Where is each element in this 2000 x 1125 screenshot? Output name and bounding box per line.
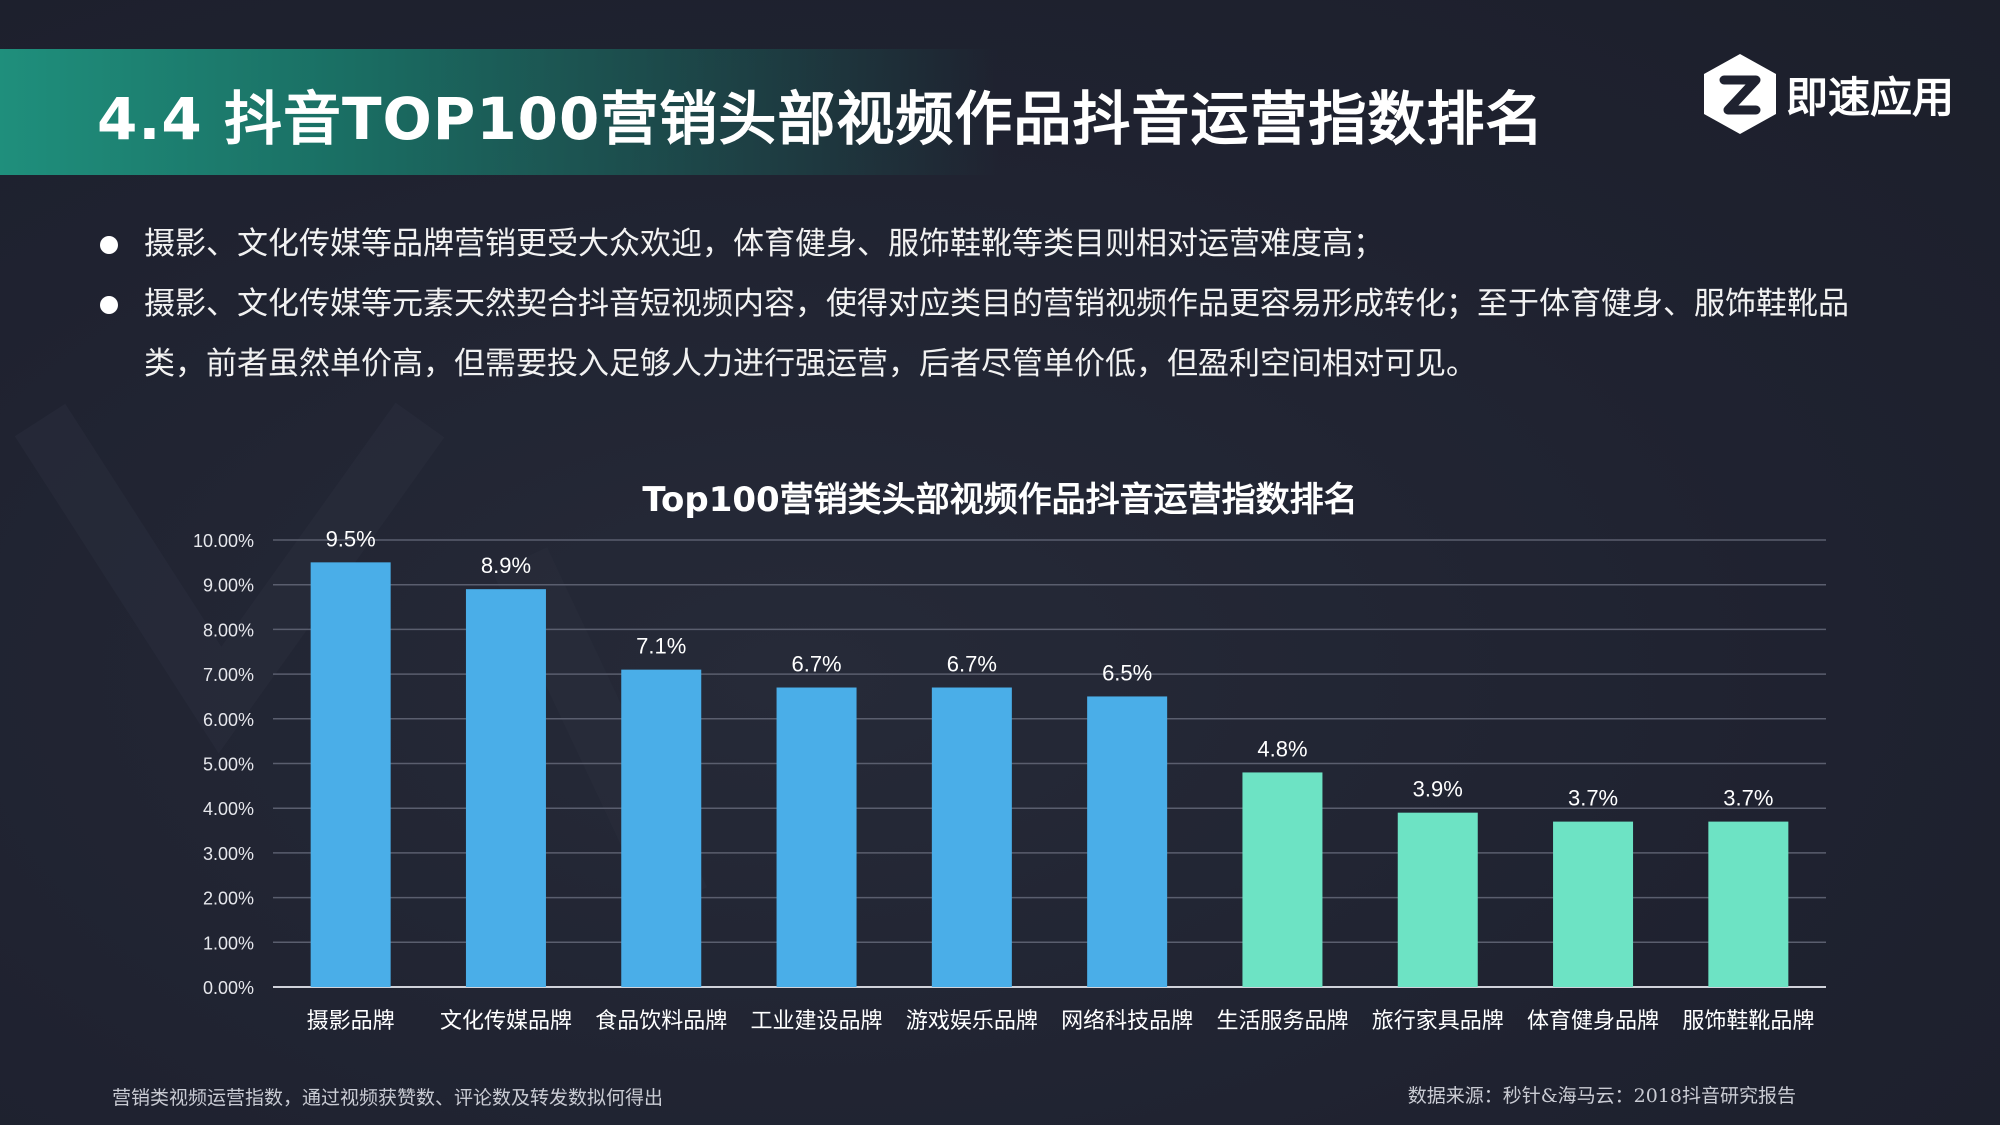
x-tick-label: 文化传媒品牌 xyxy=(440,1008,572,1033)
y-tick-label: 10.00% xyxy=(193,531,254,551)
x-tick-label: 工业建设品牌 xyxy=(751,1008,883,1033)
x-tick-label: 旅行家具品牌 xyxy=(1372,1008,1504,1033)
bar xyxy=(1553,821,1634,987)
bar xyxy=(1397,812,1478,987)
data-label: 6.5% xyxy=(1102,660,1152,685)
data-label: 3.7% xyxy=(1723,786,1773,811)
x-tick-label: 体育健身品牌 xyxy=(1527,1008,1659,1033)
x-tick-label: 食品饮料品牌 xyxy=(595,1008,727,1033)
data-label: 7.1% xyxy=(636,634,686,659)
x-tick-label: 生活服务品牌 xyxy=(1216,1008,1348,1033)
y-tick-label: 2.00% xyxy=(203,889,254,909)
bullet-dot xyxy=(100,236,118,254)
data-label: 4.8% xyxy=(1257,736,1307,761)
data-label: 9.5% xyxy=(326,526,376,551)
bullet-item: 摄影、文化传媒等元素天然契合抖音短视频内容，使得对应类目的营销视频作品更容易形成… xyxy=(100,274,1900,394)
y-tick-label: 0.00% xyxy=(203,978,254,998)
data-label: 3.9% xyxy=(1413,777,1463,802)
bar xyxy=(621,669,702,987)
bar xyxy=(1087,696,1168,987)
bar xyxy=(310,562,391,987)
y-tick-label: 1.00% xyxy=(203,933,254,953)
y-tick-label: 7.00% xyxy=(203,665,254,685)
data-label: 8.9% xyxy=(481,553,531,578)
bullet-list: 摄影、文化传媒等品牌营销更受大众欢迎，体育健身、服饰鞋靴等类目则相对运营难度高；… xyxy=(100,214,1900,394)
bullet-text: 摄影、文化传媒等品牌营销更受大众欢迎，体育健身、服饰鞋靴等类目则相对运营难度高； xyxy=(144,226,1384,262)
bullet-dot xyxy=(100,296,118,314)
chart-title: Top100营销类头部视频作品抖音运营指数排名 xyxy=(642,480,1358,520)
y-tick-label: 5.00% xyxy=(203,755,254,775)
y-tick-label: 3.00% xyxy=(203,844,254,864)
bar xyxy=(931,687,1012,987)
bullet-text: 摄影、文化传媒等元素天然契合抖音短视频内容，使得对应类目的营销视频作品更容易形成… xyxy=(144,286,1849,382)
data-label: 6.7% xyxy=(947,652,997,677)
data-label: 6.7% xyxy=(791,652,841,677)
bullet-item: 摄影、文化传媒等品牌营销更受大众欢迎，体育健身、服饰鞋靴等类目则相对运营难度高； xyxy=(100,214,1900,274)
brand-logo: 即速应用 xyxy=(1700,52,1954,136)
y-tick-label: 4.00% xyxy=(203,799,254,819)
x-tick-label: 服饰鞋靴品牌 xyxy=(1682,1008,1814,1033)
bar xyxy=(465,589,546,987)
title-banner xyxy=(0,49,1000,175)
footnote-source: 数据来源：秒针&海马云：2018抖音研究报告 xyxy=(1407,1085,1796,1107)
y-tick-label: 6.00% xyxy=(203,710,254,730)
brand-logo-icon xyxy=(1704,54,1776,134)
y-tick-label: 8.00% xyxy=(203,620,254,640)
bar xyxy=(1708,821,1789,987)
page-title: 4.4 抖音TOP100营销头部视频作品抖音运营指数排名 xyxy=(97,85,1545,153)
y-tick-label: 9.00% xyxy=(203,576,254,596)
x-tick-label: 网络科技品牌 xyxy=(1061,1008,1193,1033)
footnote-method: 营销类视频运营指数，通过视频获赞数、评论数及转发数拟何得出 xyxy=(112,1087,664,1109)
x-tick-label: 游戏娱乐品牌 xyxy=(906,1008,1038,1033)
x-tick-label: 摄影品牌 xyxy=(307,1008,395,1033)
bar xyxy=(776,687,857,987)
brand-logo-text: 即速应用 xyxy=(1786,72,1955,122)
bar xyxy=(1242,772,1323,987)
data-label: 3.7% xyxy=(1568,786,1618,811)
